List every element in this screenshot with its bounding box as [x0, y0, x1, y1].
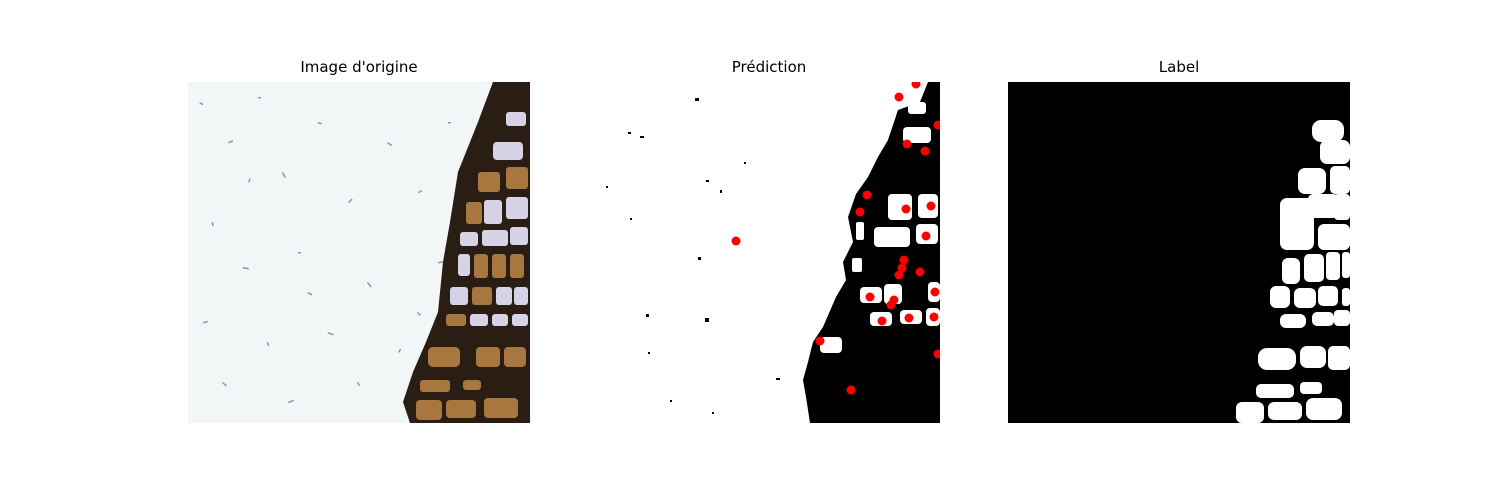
label-mask	[1008, 82, 1350, 423]
original-image-title: Image d'origine	[188, 58, 530, 76]
prediction-mask	[598, 82, 940, 423]
label-panel: Label	[1008, 0, 1350, 500]
original-image-panel: Image d'origine	[188, 0, 530, 500]
original-image	[188, 82, 530, 423]
label-title: Label	[1008, 58, 1350, 76]
prediction-title: Prédiction	[598, 58, 940, 76]
prediction-panel: Prédiction	[598, 0, 940, 500]
